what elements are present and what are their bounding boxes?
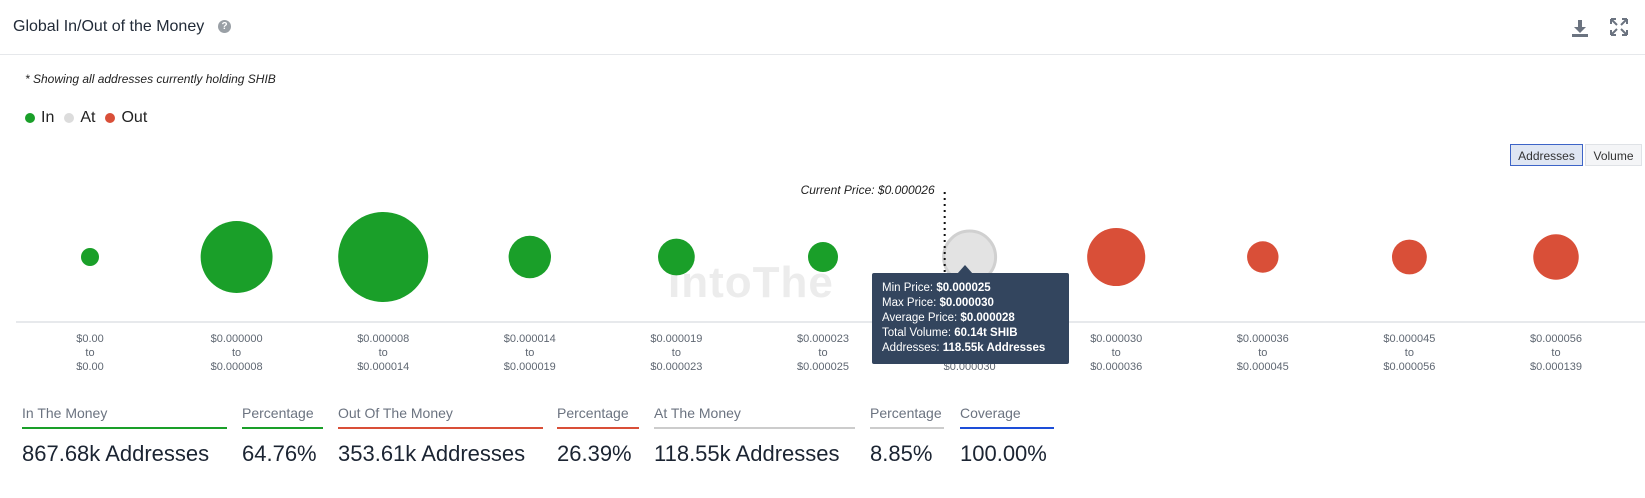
stat-out-of-the-money: Out Of The Money 353.61k Addresses — [338, 405, 543, 467]
bubble-in-5[interactable] — [808, 242, 838, 272]
tooltip-min-price: Min Price: $0.000025 — [882, 282, 991, 294]
tick-label-6-2: $0.000030 — [944, 361, 996, 370]
tick-label-4-2: $0.000023 — [650, 361, 702, 370]
bubble-in-2[interactable] — [338, 212, 429, 302]
stat-value: 8.85% — [870, 441, 933, 466]
legend-dot-at — [64, 113, 75, 123]
stat-value: 64.76% — [242, 441, 317, 466]
tick-label-5-1: to — [818, 347, 827, 359]
page-title: Global In/Out of the Money — [13, 18, 205, 35]
summary-stats: In The Money 867.68k Addresses Percentag… — [0, 405, 1645, 495]
tick-label-7-1: to — [1112, 347, 1121, 359]
tooltip-max-price: Max Price: $0.000030 — [882, 297, 994, 309]
stat-value: 118.55k Addresses — [654, 441, 840, 466]
tick-label-1-1: to — [232, 347, 241, 359]
volume-toggle-button[interactable]: Volume — [1585, 144, 1642, 166]
watermark-logo: IntoThe — [668, 258, 834, 307]
tooltip-arrow — [957, 265, 973, 274]
stat-out-percentage: Percentage 26.39% — [557, 405, 639, 467]
tick-label-1-0: $0.000000 — [211, 333, 263, 345]
stat-label: At The Money — [654, 405, 855, 429]
bubble-out-10[interactable] — [1533, 234, 1579, 280]
tick-label-10-2: $0.000139 — [1530, 361, 1582, 370]
tick-label-8-2: $0.000045 — [1237, 361, 1289, 370]
stat-label: In The Money — [22, 405, 227, 429]
tick-label-0-0: $0.00 — [76, 333, 104, 345]
tick-label-10-1: to — [1551, 347, 1560, 359]
tick-label-2-2: $0.000014 — [357, 361, 409, 370]
tick-label-8-1: to — [1258, 347, 1267, 359]
bubble-in-0[interactable] — [81, 248, 99, 266]
bubble-out-7[interactable] — [1087, 227, 1146, 287]
stat-label: Out Of The Money — [338, 405, 543, 429]
fullscreen-icon[interactable] — [1610, 18, 1628, 36]
bubble-in-3[interactable] — [508, 235, 552, 279]
tooltip-avg-price: Average Price: $0.000028 — [882, 312, 1015, 324]
holding-note: * Showing all addresses currently holdin… — [25, 72, 276, 86]
legend-label-in: In — [41, 109, 55, 126]
tick-label-9-0: $0.000045 — [1383, 333, 1435, 345]
bubble-in-4[interactable] — [658, 238, 695, 276]
tick-label-2-1: to — [379, 347, 388, 359]
bubble-out-8[interactable] — [1247, 241, 1279, 273]
stat-value: 26.39% — [557, 441, 632, 466]
stat-label: Percentage — [557, 405, 639, 429]
tick-label-5-2: $0.000025 — [797, 361, 849, 370]
stat-in-percentage: Percentage 64.76% — [242, 405, 323, 467]
tick-label-9-2: $0.000056 — [1383, 361, 1435, 370]
tick-label-7-0: $0.000030 — [1090, 333, 1142, 345]
current-price-label: Current Price: $0.000026 — [801, 183, 935, 197]
stat-value: 353.61k Addresses — [338, 441, 526, 466]
tick-label-7-2: $0.000036 — [1090, 361, 1142, 370]
tick-label-0-1: to — [85, 347, 94, 359]
addresses-toggle-button[interactable]: Addresses — [1510, 144, 1583, 166]
legend-dot-in — [25, 113, 35, 123]
stat-label: Percentage — [870, 405, 944, 429]
bubble-out-9[interactable] — [1391, 239, 1427, 275]
tick-label-4-0: $0.000019 — [650, 333, 702, 345]
tooltip-volume: Total Volume: 60.14t SHIB — [882, 327, 1018, 339]
tooltip-addresses: Addresses: 118.55k Addresses — [882, 342, 1046, 354]
tick-label-3-0: $0.000014 — [504, 333, 556, 345]
tick-label-5-0: $0.000023 — [797, 333, 849, 345]
tick-label-8-0: $0.000036 — [1237, 333, 1289, 345]
stat-at-percentage: Percentage 8.85% — [870, 405, 944, 467]
legend-label-at: At — [80, 109, 96, 126]
legend-item-in[interactable]: In — [25, 109, 54, 127]
tick-label-3-1: to — [525, 347, 534, 359]
iomap-chart: $0.00 to $0.00 $0.000000 to $0.000008 $0.00000… — [16, 183, 1645, 370]
tick-label-9-1: to — [1405, 347, 1414, 359]
bubble-in-1[interactable] — [200, 221, 273, 293]
stat-label: Percentage — [242, 405, 323, 429]
stat-at-the-money: At The Money 118.55k Addresses — [654, 405, 855, 467]
stat-coverage: Coverage 100.00% — [960, 405, 1054, 467]
stat-value: 100.00% — [960, 441, 1047, 466]
legend-item-out[interactable]: Out — [105, 109, 147, 127]
stat-label: Coverage — [960, 405, 1054, 429]
chart-legend: In At Out — [25, 109, 157, 127]
legend-label-out: Out — [121, 109, 148, 126]
tick-label-0-2: $0.00 — [76, 361, 104, 370]
tick-label-2-0: $0.000008 — [357, 333, 409, 345]
stat-value: 867.68k Addresses — [22, 441, 210, 466]
tick-label-3-2: $0.000019 — [504, 361, 556, 370]
question-circle-icon[interactable]: ? — [218, 20, 231, 33]
stat-in-the-money: In The Money 867.68k Addresses — [22, 405, 227, 467]
tick-label-10-0: $0.000056 — [1530, 333, 1582, 345]
tick-label-1-2: $0.000008 — [211, 361, 263, 370]
tick-label-4-1: to — [672, 347, 681, 359]
legend-dot-out — [105, 113, 116, 123]
legend-item-at[interactable]: At — [64, 109, 95, 127]
download-icon[interactable] — [1570, 18, 1590, 38]
chart-tooltip: Min Price: $0.000025 Max Price: $0.00003… — [872, 273, 1069, 364]
panel-header: Global In/Out of the Money ? — [0, 0, 1645, 55]
